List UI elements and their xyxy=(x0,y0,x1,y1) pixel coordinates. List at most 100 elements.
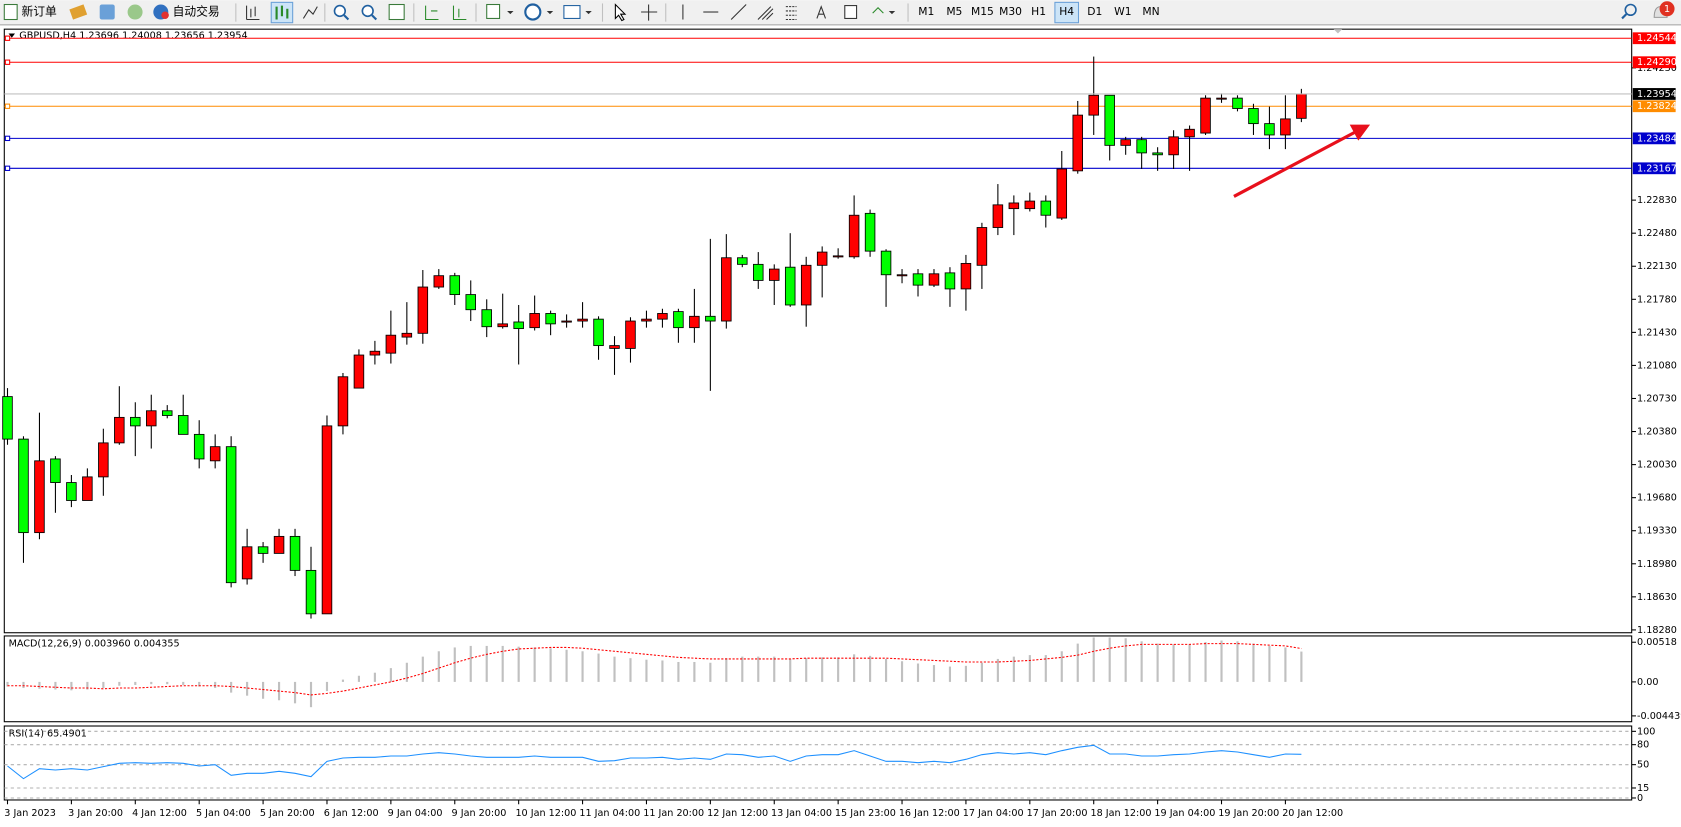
x-tick-label: 19 Jan 04:00 xyxy=(1154,808,1215,819)
timeframe-button[interactable]: D1 xyxy=(1087,5,1102,18)
candle-body xyxy=(449,275,461,296)
macd-bar xyxy=(581,651,584,682)
zoom-out-icon[interactable] xyxy=(361,4,374,18)
candle-body xyxy=(481,309,492,328)
price-tag xyxy=(1632,32,1676,45)
candle-body xyxy=(753,263,764,281)
icon[interactable] xyxy=(127,4,143,20)
candle-body xyxy=(1040,200,1052,216)
candle-body xyxy=(1264,123,1275,136)
candle-body xyxy=(241,546,253,580)
channel-icon[interactable] xyxy=(757,6,774,20)
autoscroll-icon[interactable] xyxy=(452,5,467,21)
macd-bar xyxy=(597,653,600,682)
zoom-out-icon xyxy=(371,14,378,21)
candle-body xyxy=(816,251,828,266)
indicators-icon[interactable] xyxy=(486,3,501,19)
macd-bar xyxy=(645,659,648,682)
timeframe-button[interactable]: H4 xyxy=(1059,5,1074,18)
collapse-icon[interactable] xyxy=(8,33,16,38)
x-tick-label: 16 Jan 12:00 xyxy=(899,808,960,819)
trendline-icon[interactable] xyxy=(730,4,747,20)
macd-bar xyxy=(964,665,968,682)
label-icon[interactable] xyxy=(844,5,858,19)
new-order-button[interactable]: 新订单 xyxy=(3,3,57,21)
macd-bar xyxy=(1204,642,1207,682)
y-tick-label: 1.18980 xyxy=(1637,559,1677,570)
search-icon[interactable] xyxy=(1624,3,1637,17)
macd-bar xyxy=(262,681,265,699)
timeframe-button[interactable]: M1 xyxy=(918,5,934,18)
plot: 1.18280 1.18630 1.18980 1.19330 1.19680 1.200… xyxy=(2,32,1681,819)
zoom-in-icon[interactable] xyxy=(333,4,347,18)
macd-bar xyxy=(150,681,153,685)
y-tick-label: 1.22130 xyxy=(1637,261,1677,272)
notification-badge[interactable] xyxy=(1659,1,1675,17)
macd-bar xyxy=(773,656,776,682)
candle-body xyxy=(880,250,892,276)
price-tag xyxy=(1632,56,1676,69)
fibo-icon[interactable] xyxy=(785,6,797,21)
candle-body xyxy=(114,416,125,444)
dropdown[interactable] xyxy=(507,10,514,15)
price-tag-label: 1.23484 xyxy=(1637,133,1677,144)
macd-bar xyxy=(70,681,73,691)
dropdown[interactable] xyxy=(888,10,896,15)
candle-body xyxy=(321,425,333,615)
y-tick-label: 80 xyxy=(1637,740,1649,751)
timeframe-button[interactable]: MN xyxy=(1142,5,1159,18)
crosshair-icon[interactable] xyxy=(641,4,658,21)
macd-bar xyxy=(565,649,568,682)
cursor-icon[interactable] xyxy=(614,3,627,22)
icon[interactable] xyxy=(69,4,88,20)
candle-body xyxy=(130,416,141,427)
x-tick-label: 13 Jan 04:00 xyxy=(771,808,832,819)
timeframe-button[interactable]: H1 xyxy=(1031,5,1046,18)
macd-bar xyxy=(789,658,792,682)
timeframe-button[interactable]: M30 xyxy=(999,5,1022,18)
macd-bar xyxy=(1076,643,1079,682)
timeframe-button[interactable]: M5 xyxy=(946,5,962,18)
x-tick-label: 12 Jan 12:00 xyxy=(707,808,768,819)
macd-bar xyxy=(884,658,888,682)
macd-bar xyxy=(1284,647,1287,682)
candle-body xyxy=(689,315,700,329)
template-icon[interactable] xyxy=(563,5,581,19)
candle-body xyxy=(912,273,924,286)
dropdown[interactable] xyxy=(585,10,592,15)
candle-body xyxy=(82,476,93,501)
text-icon[interactable] xyxy=(816,5,826,19)
dropdown[interactable] xyxy=(546,10,554,15)
x-tick-label: 6 Jan 12:00 xyxy=(324,808,379,819)
x-tick-label: 5 Jan 04:00 xyxy=(196,808,251,819)
line-chart-icon[interactable] xyxy=(302,6,318,19)
y-tick-label: 1.22480 xyxy=(1637,228,1677,239)
price-panel xyxy=(3,28,1633,634)
timeframe-button[interactable]: W1 xyxy=(1114,5,1131,18)
tile-icon[interactable] xyxy=(388,3,405,21)
candle-body xyxy=(768,268,780,281)
candle-body xyxy=(1024,200,1036,210)
candle-body xyxy=(305,569,317,615)
arrow-shaft xyxy=(1233,129,1358,198)
icon[interactable] xyxy=(99,4,115,20)
auto-trading-button[interactable]: 自动交易 xyxy=(153,4,220,20)
x-tick-label: 15 Jan 23:00 xyxy=(835,808,896,819)
signal-line xyxy=(7,643,1302,696)
button-label[interactable]: 自动交易 xyxy=(173,5,220,19)
button-label[interactable]: 新订单 xyxy=(21,5,57,19)
y-tick-label: 50 xyxy=(1637,760,1649,771)
candle-body xyxy=(353,354,365,389)
candle-body xyxy=(641,318,652,322)
arrows-icon[interactable] xyxy=(872,6,884,14)
notification-count: 1 xyxy=(1664,4,1670,15)
candle-body xyxy=(832,255,844,258)
timeframe-button[interactable]: M15 xyxy=(971,5,994,18)
candle-body xyxy=(193,433,205,460)
bar-chart-icon[interactable] xyxy=(246,5,260,21)
candle-body xyxy=(1248,108,1259,125)
macd-bar xyxy=(6,681,9,687)
period-icon[interactable] xyxy=(524,3,542,21)
shift-icon[interactable] xyxy=(425,5,439,21)
candle-body xyxy=(1232,97,1243,109)
